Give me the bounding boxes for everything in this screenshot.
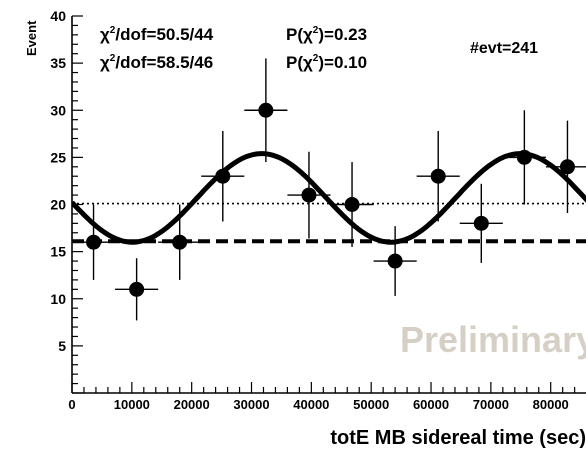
prob-line-2: P(χ2)=0.10 xyxy=(286,53,367,72)
data-point-marker xyxy=(215,168,231,184)
x-tick-label: 0 xyxy=(68,397,75,412)
data-point-marker xyxy=(258,102,274,118)
x-tick-label: 60000 xyxy=(413,397,449,412)
x-tick-label: 10000 xyxy=(114,397,150,412)
y-tick-label: 10 xyxy=(50,291,66,307)
y-tick-label: 25 xyxy=(50,149,66,165)
chi2-line-1: χ2/dof=50.5/44 xyxy=(100,25,214,44)
event-count: #evt=241 xyxy=(470,40,538,57)
sinusoid-fit-curve xyxy=(72,151,586,245)
data-point-marker xyxy=(516,149,532,165)
data-point-marker xyxy=(430,168,446,184)
fit-curves xyxy=(72,151,586,245)
preliminary-watermark: Preliminary xyxy=(400,319,586,360)
y-axis-label: Event xyxy=(24,20,39,56)
x-tick-label: 70000 xyxy=(473,397,509,412)
data-point-marker xyxy=(129,281,145,297)
x-tick-label: 50000 xyxy=(353,397,389,412)
x-tick-label: 40000 xyxy=(293,397,329,412)
x-tick-label: 30000 xyxy=(233,397,269,412)
data-point-marker xyxy=(301,187,317,203)
data-point-marker xyxy=(387,253,403,269)
x-tick-label: 20000 xyxy=(174,397,210,412)
prob-line-1: P(χ2)=0.23 xyxy=(286,25,367,44)
x-axis-ticks: 0 10000 20000 30000 40000 50000 60000 70000 8000… xyxy=(68,382,576,412)
y-tick-label: 35 xyxy=(50,55,66,71)
y-tick-label: 5 xyxy=(58,338,66,354)
data-points xyxy=(72,58,586,321)
data-point-marker xyxy=(172,234,188,250)
x-axis-label: totE MB sidereal time (sec) xyxy=(330,427,586,449)
data-point-marker xyxy=(473,215,489,231)
chi2-line-2: χ2/dof=58.5/46 xyxy=(100,53,213,72)
x-tick-label: 80000 xyxy=(533,397,569,412)
y-axis-ticks: 5 10 15 20 25 30 35 40 xyxy=(50,8,83,394)
data-point-marker xyxy=(86,234,102,250)
y-tick-label: 30 xyxy=(50,102,66,118)
data-point-marker xyxy=(559,159,575,175)
y-tick-label: 40 xyxy=(50,8,66,24)
data-point-marker xyxy=(344,197,360,212)
y-tick-label: 15 xyxy=(50,244,66,260)
plot-area: Preliminary xyxy=(72,58,586,360)
y-tick-label: 20 xyxy=(50,197,66,213)
